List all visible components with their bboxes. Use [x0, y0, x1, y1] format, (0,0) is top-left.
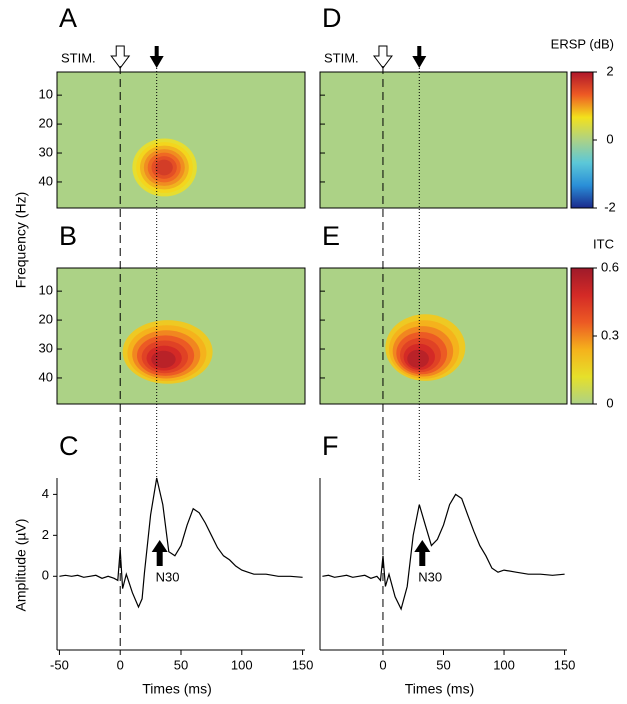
stim-label: STIM. — [61, 50, 96, 65]
peak-label: N30 — [156, 569, 180, 584]
y-tick-label: 40 — [39, 369, 53, 384]
x-axis-label: Times (ms) — [405, 681, 474, 697]
y-tick-label: 30 — [39, 340, 53, 355]
stim-arrow — [372, 45, 393, 69]
y-tick-label: 10 — [39, 87, 53, 102]
y-tick-label: 0 — [42, 568, 49, 583]
panel-label: D — [322, 3, 342, 33]
heatmap-blob — [151, 350, 176, 368]
stim-arrow — [110, 45, 131, 69]
colorbar-tick-label: -2 — [604, 199, 616, 214]
colorbar — [570, 267, 594, 405]
heatmap-frame — [319, 267, 568, 405]
y-tick-label: 4 — [42, 486, 49, 501]
colorbar-tick-label: 0.6 — [601, 259, 619, 274]
panel-label: C — [59, 431, 79, 461]
amplitude-label: Amplitude (µV) — [13, 519, 29, 612]
colorbar-title: ERSP (dB) — [551, 36, 614, 51]
y-tick-label: 10 — [39, 283, 53, 298]
x-axis-label: Times (ms) — [142, 681, 211, 697]
x-tick-label: 50 — [174, 657, 188, 672]
waveform — [59, 477, 303, 609]
n30-arrow — [149, 46, 164, 68]
colorbar-tick-label: 0 — [606, 131, 613, 146]
frequency-label: Frequency (Hz) — [13, 192, 29, 288]
heatmap-frame — [56, 71, 306, 209]
y-tick-label: 30 — [39, 144, 53, 159]
x-tick-label: 100 — [493, 657, 515, 672]
heatmap-background — [320, 72, 567, 208]
waveform — [322, 493, 565, 611]
n30-arrow — [412, 46, 427, 68]
colorbar-title: ITC — [593, 236, 614, 251]
heatmap-frame — [56, 267, 306, 405]
panel-label: B — [59, 221, 77, 251]
colorbar-tick-label: 0 — [606, 395, 613, 410]
x-tick-label: 150 — [292, 657, 314, 672]
colorbar-tick-label: 2 — [606, 63, 613, 78]
x-tick-label: -50 — [50, 657, 69, 672]
heatmap-blob — [155, 159, 173, 176]
panel-label: A — [59, 3, 77, 33]
x-tick-label: 0 — [117, 657, 124, 672]
peak-label: N30 — [418, 569, 442, 584]
panel-label: F — [322, 431, 339, 461]
stim-label: STIM. — [324, 50, 359, 65]
y-tick-label: 20 — [39, 116, 53, 131]
y-tick-label: 40 — [39, 173, 53, 188]
colorbar-tick-label: 0.3 — [601, 327, 619, 342]
x-tick-label: 150 — [554, 657, 576, 672]
y-tick-label: 20 — [39, 312, 53, 327]
n30-arrow — [414, 540, 431, 566]
x-tick-label: 0 — [379, 657, 386, 672]
x-tick-label: 50 — [436, 657, 450, 672]
panel-label: E — [322, 221, 340, 251]
y-tick-label: 2 — [42, 527, 49, 542]
x-tick-label: 100 — [231, 657, 253, 672]
colorbar — [570, 71, 594, 209]
heatmap-frame — [319, 71, 568, 209]
n30-arrow — [151, 540, 168, 566]
heatmap-blob — [407, 349, 429, 368]
